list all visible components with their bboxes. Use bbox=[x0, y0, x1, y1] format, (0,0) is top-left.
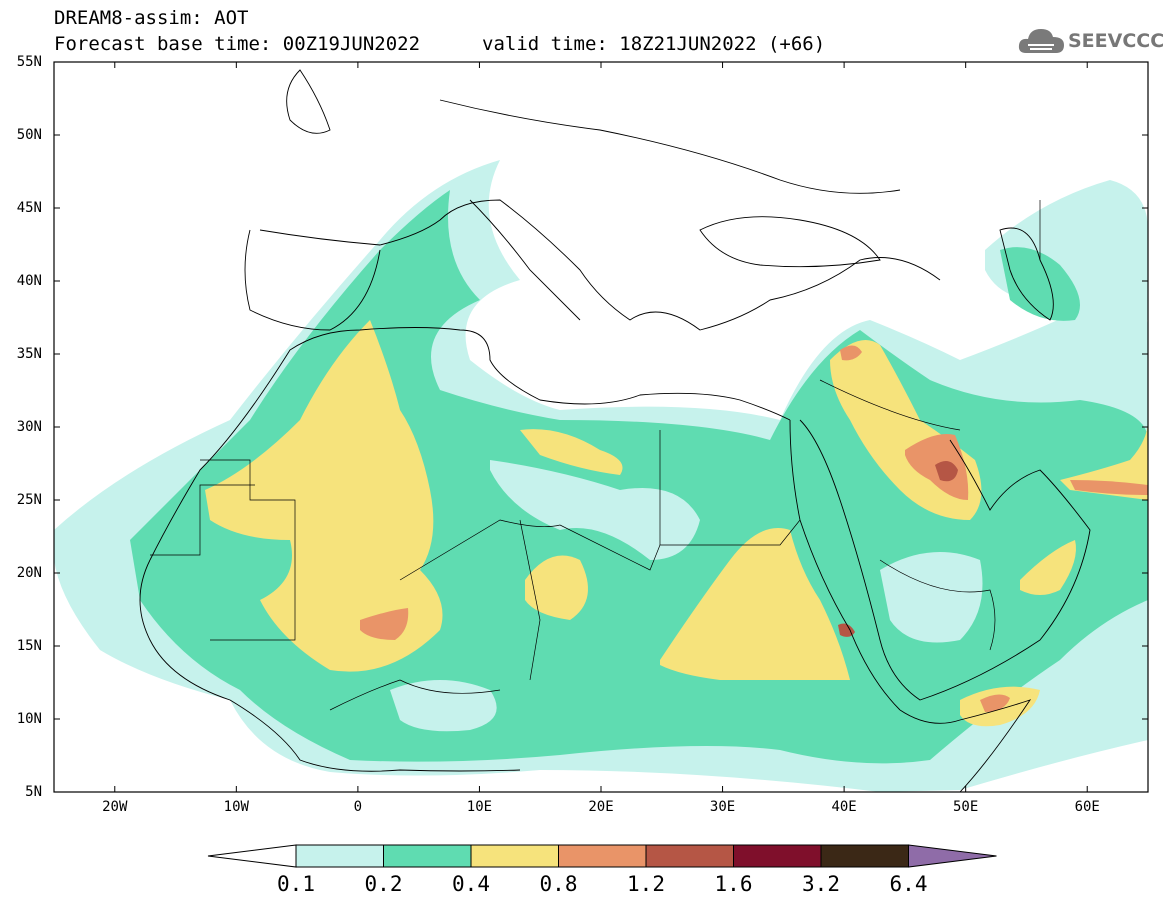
aot-0.4-region-sahara bbox=[205, 320, 443, 672]
iberia-outline bbox=[244, 229, 381, 331]
colorbar-label-0.4: 0.4 bbox=[452, 872, 490, 896]
lat-label-35N: 35N bbox=[16, 346, 42, 362]
aot-0.4-region-sudan bbox=[660, 528, 850, 680]
lon-label-60E: 60E bbox=[1074, 799, 1100, 815]
aot-0.4-region-oman bbox=[1020, 540, 1076, 595]
axis-ticks bbox=[54, 61, 1148, 793]
colorbar-label-0.1: 0.1 bbox=[277, 872, 315, 896]
aot-0.8-region-iran-coast bbox=[1070, 480, 1148, 495]
valid-time: valid time: 18Z21JUN2022 (+66) bbox=[482, 33, 826, 55]
lat-label-5N: 5N bbox=[25, 784, 42, 800]
aot-field bbox=[54, 160, 1148, 792]
aot-0.8-region-mali bbox=[360, 608, 409, 640]
border-western-sahara bbox=[150, 484, 255, 556]
lon-label-20E: 20E bbox=[588, 799, 614, 815]
aot-0.2-region-caspian bbox=[1000, 247, 1080, 321]
lat-label-15N: 15N bbox=[16, 638, 42, 654]
black-sea-outline bbox=[699, 216, 881, 268]
map-title: DREAM8-assim: AOT bbox=[54, 7, 249, 29]
lon-label-30E: 30E bbox=[709, 799, 736, 815]
colorbar-segment-4 bbox=[645, 844, 734, 868]
cloud-logo-icon bbox=[1018, 29, 1064, 53]
logo-text: SEEVCCC bbox=[1068, 30, 1165, 52]
colorbar-label-0.2: 0.2 bbox=[364, 872, 403, 896]
colorbar-label-0.8: 0.8 bbox=[539, 872, 578, 896]
lat-label-10N: 10N bbox=[16, 711, 42, 727]
lat-label-45N: 45N bbox=[16, 200, 42, 216]
coastlines bbox=[139, 69, 1091, 792]
east-africa-coast bbox=[899, 699, 1032, 792]
lat-label-30N: 30N bbox=[16, 419, 42, 435]
lon-label-20W: 20W bbox=[102, 799, 128, 815]
italy-peninsula bbox=[469, 199, 581, 321]
colorbar-segment-3 bbox=[558, 844, 647, 868]
aot-low-pocket-west bbox=[390, 680, 497, 732]
aot-1.2-region-eritrea bbox=[838, 623, 855, 637]
border-sahel bbox=[329, 679, 501, 711]
country-borders bbox=[150, 200, 1041, 711]
lon-label-10E: 10E bbox=[466, 799, 493, 815]
lat-label-40N: 40N bbox=[16, 273, 42, 289]
forecast-base-time: Forecast base time: 00Z19JUN2022 bbox=[54, 33, 421, 55]
aot-low-pocket-libya bbox=[490, 460, 700, 560]
lat-label-50N: 50N bbox=[16, 127, 42, 143]
colorbar-segment-6 bbox=[820, 844, 909, 868]
lat-label-20N: 20N bbox=[16, 565, 42, 581]
caspian-sea-outline bbox=[999, 227, 1054, 321]
arabia-coast bbox=[799, 419, 1091, 701]
colorbar-under-arrow bbox=[207, 844, 297, 868]
aot-low-pocket-arabia bbox=[880, 552, 983, 643]
uk-outline bbox=[286, 69, 331, 134]
north-africa-coast bbox=[149, 327, 791, 561]
aot-0.4-region-chad bbox=[525, 555, 588, 620]
red-sea-west-coast bbox=[789, 419, 901, 711]
colorbar-segment-5 bbox=[733, 844, 822, 868]
west-africa-coast bbox=[139, 559, 521, 772]
border-chad-sudan bbox=[559, 519, 801, 571]
aot-0.8-region-somalia bbox=[980, 694, 1010, 712]
lon-label-10W: 10W bbox=[223, 799, 249, 815]
europe-south-coast bbox=[259, 199, 941, 331]
colorbar-label-1.2: 1.2 bbox=[627, 872, 665, 896]
colorbar-label-3.2: 3.2 bbox=[802, 872, 840, 896]
colorbar-segment-1 bbox=[383, 844, 472, 868]
aot-1.2-region-gulf bbox=[935, 461, 958, 482]
aot-0.4-region-iran bbox=[1060, 420, 1148, 500]
colorbar-label-6.4: 6.4 bbox=[889, 872, 928, 896]
seevccc-logo: SEEVCCC bbox=[1018, 25, 1164, 57]
border-mauritania bbox=[200, 459, 296, 641]
lon-label-40E: 40E bbox=[831, 799, 857, 815]
colorbar-label-1.6: 1.6 bbox=[714, 872, 753, 896]
border-saudi-yemen bbox=[879, 559, 996, 651]
colorbar-segment-2 bbox=[470, 844, 559, 868]
lat-label-25N: 25N bbox=[16, 492, 42, 508]
europe-interior-border bbox=[439, 99, 901, 194]
lat-label-55N: 55N bbox=[16, 54, 42, 70]
aot-0.8-region-iraq-north bbox=[840, 345, 862, 361]
border-algeria-niger bbox=[399, 519, 561, 581]
lon-label-50E: 50E bbox=[953, 799, 979, 815]
colorbar-over-arrow bbox=[908, 844, 997, 868]
lon-label-0: 0 bbox=[353, 799, 363, 815]
colorbar-segment-0 bbox=[295, 844, 384, 868]
border-saudi-iraq bbox=[819, 379, 961, 431]
aot-0.4-region-egypt bbox=[520, 429, 623, 475]
border-niger-chad bbox=[519, 519, 541, 681]
